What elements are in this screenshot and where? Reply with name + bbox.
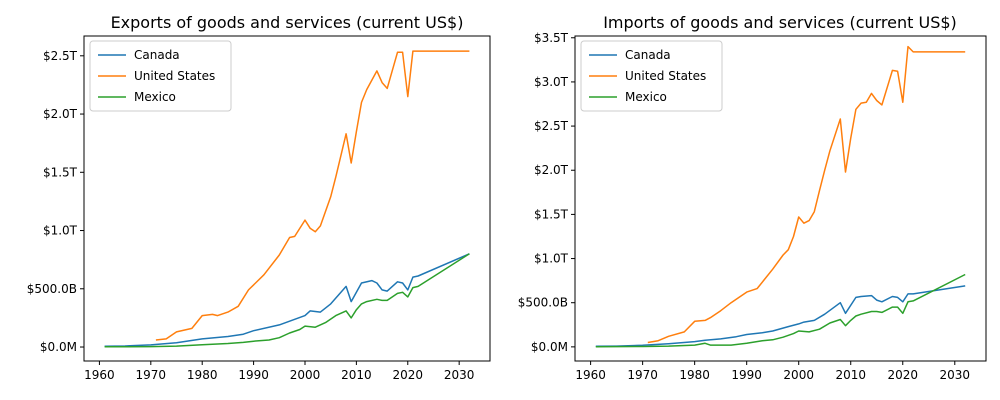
imports-chart: Imports of goods and services (current U… — [518, 13, 987, 382]
y-tick-label: $0.0M — [531, 340, 568, 354]
legend-label: United States — [625, 69, 706, 83]
y-tick-label: $0.0M — [40, 340, 77, 354]
x-tick-label: 1990 — [731, 368, 762, 382]
x-tick-label: 1990 — [238, 368, 269, 382]
series-line-mexico — [595, 273, 966, 348]
y-tick-label: $1.5T — [534, 207, 569, 221]
legend-box — [89, 40, 232, 112]
chart-title: Imports of goods and services (current U… — [603, 13, 957, 32]
exports-chart: Exports of goods and services (current U… — [27, 13, 491, 382]
x-tick-label: 2010 — [835, 368, 866, 382]
legend-label: United States — [134, 69, 215, 83]
x-tick-label: 1970 — [136, 368, 167, 382]
y-tick-label: $500.0B — [27, 282, 77, 296]
plot-frame — [83, 35, 491, 362]
x-tick-label: 1960 — [84, 368, 115, 382]
y-tick-label: $1.0T — [43, 224, 78, 238]
y-tick-label: $2.0T — [534, 163, 569, 177]
x-tick-label: 2010 — [341, 368, 372, 382]
y-tick-label: $1.0T — [534, 252, 569, 266]
legend-label: Mexico — [625, 90, 667, 104]
y-tick-label: $3.0T — [534, 75, 569, 89]
legend-label: Mexico — [134, 90, 176, 104]
plot-frame — [574, 35, 987, 362]
x-tick-label: 1980 — [679, 368, 710, 382]
y-tick-label: $500.0B — [518, 296, 568, 310]
series-line-mexico — [104, 253, 470, 348]
series-line-canada — [104, 253, 470, 348]
x-tick-label: 2020 — [392, 368, 423, 382]
y-tick-label: $2.5T — [534, 119, 569, 133]
series-line-united-states — [155, 50, 470, 341]
y-tick-label: $2.0T — [43, 107, 78, 121]
series-line-united-states — [647, 45, 966, 344]
legend-box — [580, 40, 723, 112]
y-tick-label: $2.5T — [43, 49, 78, 63]
x-tick-label: 2000 — [783, 368, 814, 382]
x-tick-label: 1980 — [187, 368, 218, 382]
x-tick-label: 1970 — [627, 368, 658, 382]
x-tick-label: 2030 — [444, 368, 475, 382]
y-tick-label: $1.5T — [43, 165, 78, 179]
y-tick-label: $3.5T — [534, 31, 569, 45]
legend-label: Canada — [134, 48, 180, 62]
x-tick-label: 2030 — [940, 368, 971, 382]
legend-label: Canada — [625, 48, 671, 62]
x-tick-label: 2000 — [290, 368, 321, 382]
x-tick-label: 1960 — [575, 368, 606, 382]
x-tick-label: 2020 — [887, 368, 918, 382]
chart-title: Exports of goods and services (current U… — [111, 13, 464, 32]
series-line-canada — [595, 285, 966, 348]
